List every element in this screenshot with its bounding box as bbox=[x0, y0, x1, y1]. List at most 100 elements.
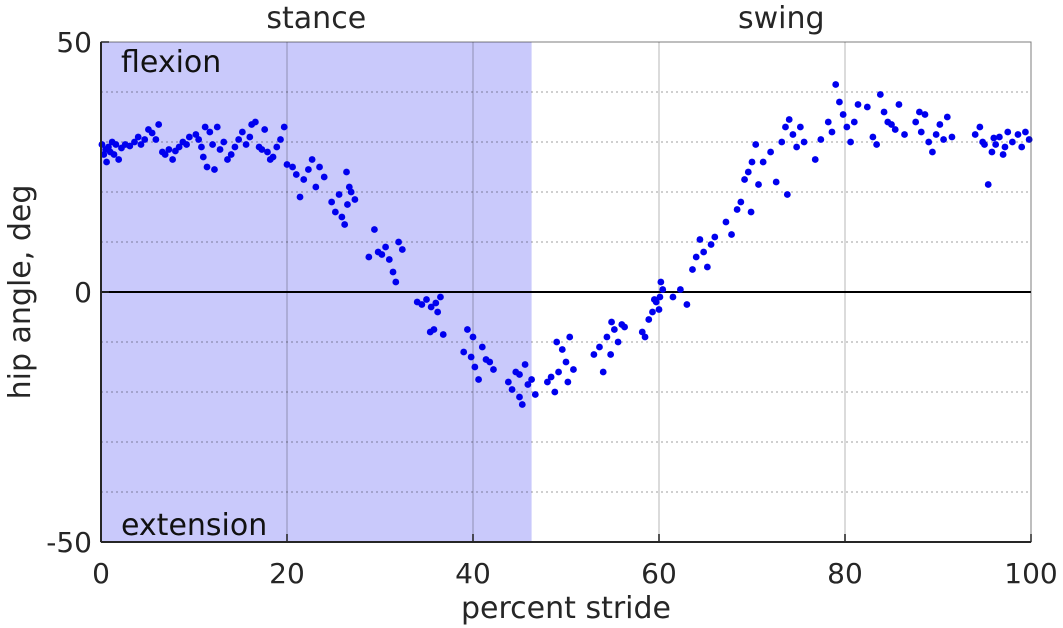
data-point bbox=[943, 113, 951, 121]
data-point bbox=[251, 118, 259, 126]
data-point bbox=[392, 278, 400, 286]
data-point bbox=[175, 143, 183, 151]
data-point bbox=[1001, 143, 1009, 151]
data-point bbox=[423, 296, 430, 303]
data-point bbox=[201, 123, 209, 131]
data-point bbox=[888, 121, 895, 128]
data-point bbox=[999, 151, 1007, 158]
data-point bbox=[590, 351, 598, 358]
data-point bbox=[344, 201, 351, 208]
data-point bbox=[199, 153, 207, 161]
data-point bbox=[891, 126, 899, 133]
data-point bbox=[895, 101, 903, 108]
data-point bbox=[564, 378, 572, 386]
data-point bbox=[901, 131, 908, 138]
x-tick-label: 40 bbox=[455, 557, 491, 590]
data-point bbox=[925, 138, 933, 146]
annotation-extension: extension bbox=[121, 508, 267, 543]
data-point bbox=[439, 331, 447, 338]
data-point bbox=[335, 191, 343, 198]
data-point bbox=[292, 171, 300, 178]
data-point bbox=[300, 176, 308, 183]
data-point bbox=[656, 293, 664, 301]
data-point bbox=[707, 241, 715, 248]
phase-label-stance: stance bbox=[266, 1, 366, 36]
data-point bbox=[320, 173, 328, 181]
data-point bbox=[676, 286, 684, 293]
data-point bbox=[269, 153, 277, 161]
data-point bbox=[432, 299, 440, 307]
data-point bbox=[811, 156, 819, 163]
data-point bbox=[703, 263, 711, 271]
data-point bbox=[752, 141, 760, 148]
data-point bbox=[772, 178, 780, 186]
data-point bbox=[137, 141, 145, 148]
data-point bbox=[782, 123, 789, 131]
data-point bbox=[869, 133, 877, 141]
data-point bbox=[213, 123, 221, 131]
data-point bbox=[1025, 136, 1033, 143]
data-point bbox=[759, 158, 767, 166]
data-point bbox=[115, 156, 123, 163]
data-point bbox=[516, 393, 523, 401]
data-point bbox=[599, 368, 607, 376]
data-point bbox=[650, 296, 658, 303]
data-point bbox=[508, 386, 516, 393]
data-point bbox=[198, 143, 205, 151]
data-point bbox=[531, 391, 539, 398]
data-point bbox=[655, 306, 663, 313]
data-point bbox=[490, 366, 497, 373]
data-point bbox=[767, 148, 774, 156]
y-tick-label: 0 bbox=[74, 276, 92, 309]
data-point bbox=[152, 136, 160, 143]
data-point bbox=[308, 156, 316, 163]
data-point bbox=[976, 123, 984, 131]
data-point bbox=[722, 218, 730, 226]
data-point bbox=[521, 361, 529, 368]
data-point bbox=[1014, 131, 1022, 138]
data-point bbox=[817, 136, 825, 143]
data-point bbox=[246, 133, 254, 141]
x-tick-label: 0 bbox=[92, 557, 110, 590]
data-point bbox=[467, 353, 475, 361]
data-point bbox=[692, 253, 700, 261]
data-point bbox=[783, 191, 791, 198]
data-point bbox=[304, 166, 312, 173]
data-point bbox=[992, 141, 1000, 148]
data-point bbox=[1004, 128, 1012, 136]
data-point bbox=[700, 248, 708, 256]
data-point bbox=[1009, 138, 1016, 146]
data-point bbox=[464, 326, 471, 333]
data-point bbox=[1018, 143, 1026, 151]
data-point bbox=[748, 158, 756, 166]
data-point bbox=[418, 301, 426, 308]
data-point bbox=[649, 308, 656, 316]
data-point bbox=[645, 316, 653, 323]
data-point bbox=[843, 123, 851, 131]
data-point bbox=[832, 81, 840, 88]
data-point bbox=[351, 196, 359, 203]
data-point bbox=[430, 326, 438, 333]
data-point bbox=[211, 166, 218, 173]
data-point bbox=[148, 129, 156, 137]
data-point bbox=[621, 323, 628, 331]
data-point bbox=[638, 328, 646, 336]
data-point bbox=[689, 266, 696, 273]
data-point bbox=[551, 388, 559, 396]
data-point bbox=[231, 143, 239, 151]
data-point bbox=[328, 198, 336, 206]
data-point bbox=[206, 128, 214, 136]
data-point bbox=[273, 143, 281, 151]
data-point bbox=[169, 156, 177, 163]
data-point bbox=[948, 133, 956, 141]
data-point bbox=[912, 118, 920, 126]
data-point bbox=[547, 373, 555, 381]
data-point bbox=[395, 238, 402, 246]
y-axis-label: hip angle, deg bbox=[3, 185, 38, 400]
x-axis-label: percent stride bbox=[461, 591, 671, 626]
data-point bbox=[378, 251, 386, 258]
data-point bbox=[518, 401, 526, 408]
x-tick-label: 60 bbox=[641, 557, 677, 590]
data-point bbox=[979, 138, 987, 146]
data-point bbox=[793, 143, 801, 151]
